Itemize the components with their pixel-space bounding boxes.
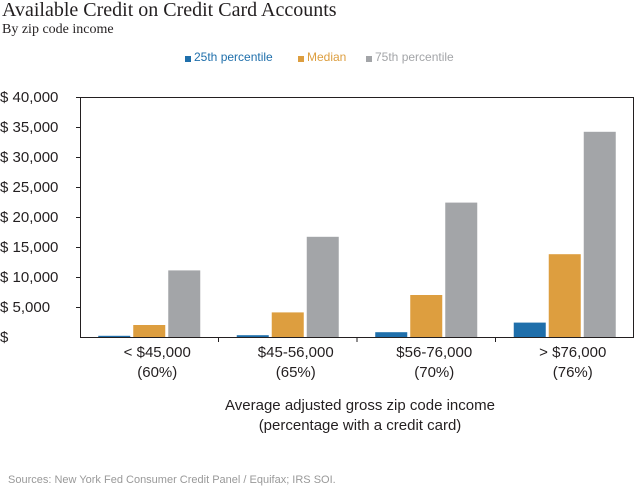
- bar-25th-percentile: [375, 332, 408, 337]
- legend-swatch-75th: [366, 56, 372, 62]
- y-tick-label: $ 35,000: [0, 119, 58, 136]
- x-axis-title: (percentage with a credit card): [259, 417, 462, 434]
- chart-title: Available Credit on Credit Card Accounts: [2, 0, 337, 21]
- legend-label-25th: 25th percentile: [194, 50, 273, 64]
- bar-75th-percentile: [168, 270, 201, 337]
- bar-median: [410, 295, 443, 337]
- y-tick-label: $ 5,000: [0, 299, 50, 316]
- chart-bars: [98, 131, 616, 337]
- source-note: Sources: New York Fed Consumer Credit Pa…: [8, 474, 336, 486]
- x-axis-label: Average adjusted gross zip code income (p…: [225, 397, 495, 434]
- y-axis-ticks: $ $ 5,000 $ 10,000 $ 15,000 $ 20,000 $ 25,000…: [0, 89, 80, 346]
- y-tick-label: $ 25,000: [0, 179, 58, 196]
- y-tick-label: $ 15,000: [0, 239, 58, 256]
- bar-75th-percentile: [583, 131, 616, 337]
- x-axis-title: Average adjusted gross zip code income: [225, 397, 495, 414]
- bar-median: [271, 312, 304, 337]
- x-tick-label: (60%): [137, 364, 177, 381]
- y-tick-label: $: [0, 329, 9, 346]
- x-tick-label: < $45,000: [124, 344, 191, 361]
- bar-75th-percentile: [306, 236, 339, 337]
- x-tick-label: (65%): [276, 364, 316, 381]
- legend-label-median: Median: [307, 50, 347, 64]
- y-tick-label: $ 30,000: [0, 149, 58, 166]
- chart-legend: 25th percentile Median 75th percentile: [0, 50, 640, 66]
- x-tick-label: (70%): [414, 364, 454, 381]
- x-tick-label: $45-56,000: [258, 344, 334, 361]
- x-tick-label: (76%): [553, 364, 593, 381]
- legend-swatch-25th: [185, 56, 191, 62]
- bar-median: [548, 254, 581, 337]
- bar-25th-percentile: [236, 335, 269, 337]
- x-axis-ticks: < $45,000 (60%) $45-56,000 (65%) $56-76,000 (…: [124, 337, 606, 381]
- x-tick-label: > $76,000: [539, 344, 606, 361]
- bar-25th-percentile: [513, 322, 546, 337]
- x-tick-label: $56-76,000: [396, 344, 472, 361]
- bar-25th-percentile: [98, 335, 131, 337]
- chart-subtitle: By zip code income: [2, 22, 114, 37]
- bar-chart: $ $ 5,000 $ 10,000 $ 15,000 $ 20,000 $ 25,000…: [0, 89, 634, 434]
- legend-label-75th: 75th percentile: [375, 50, 454, 64]
- bar-75th-percentile: [445, 202, 478, 337]
- y-tick-label: $ 40,000: [0, 89, 58, 106]
- legend-swatch-median: [298, 56, 304, 62]
- y-tick-label: $ 20,000: [0, 209, 58, 226]
- y-tick-label: $ 10,000: [0, 269, 58, 286]
- bar-median: [133, 325, 166, 337]
